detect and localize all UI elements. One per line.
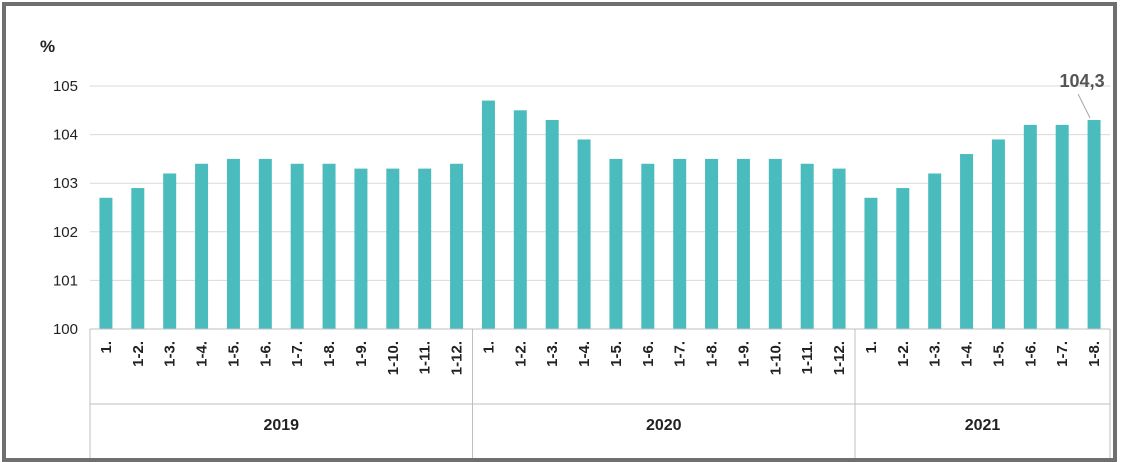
category-label: 1-7.: [289, 341, 306, 367]
category-label: 1-5.: [990, 341, 1007, 367]
bar: [832, 168, 846, 329]
category-axis: [89, 328, 1111, 458]
bar: [131, 188, 145, 329]
bar: [258, 158, 272, 329]
bar: [386, 168, 400, 329]
bar: [513, 110, 527, 329]
bar: [1087, 120, 1101, 330]
bar: [800, 163, 814, 329]
annotation-label: 104,3: [1060, 71, 1105, 91]
bar: [195, 163, 209, 329]
category-label: 1-6.: [640, 341, 657, 367]
bar: [290, 163, 304, 329]
category-label: 1-2.: [512, 341, 529, 367]
category-label: 1-10.: [767, 341, 784, 375]
y-tick-label: 104: [53, 127, 78, 144]
category-label: 1.: [480, 341, 497, 354]
category-label: 1-3.: [544, 341, 561, 367]
category-label: 1-8.: [704, 341, 721, 367]
bar: [609, 158, 623, 329]
category-label: 1-9.: [735, 341, 752, 367]
y-axis-unit-label: %: [40, 37, 55, 56]
bar: [99, 197, 113, 329]
bar: [163, 173, 177, 329]
bar: [418, 168, 432, 329]
bar: [736, 158, 750, 329]
annotation-leader-line: [1077, 93, 1091, 119]
y-tick-label: 103: [53, 175, 78, 192]
bar: [705, 158, 719, 329]
y-tick-label: 105: [53, 78, 78, 95]
category-label: 1-12.: [449, 341, 466, 375]
bar-chart: 100 101 102 103 104 105 1. 1-2. 1-3. 1-4. 1-5. 1-6.…: [40, 37, 1111, 458]
category-label: 1-9.: [353, 341, 370, 367]
bar: [481, 100, 495, 329]
y-tick-label: 102: [53, 224, 78, 241]
bar: [577, 139, 591, 329]
group-label: 2020: [646, 417, 682, 434]
category-label: 1-8.: [1086, 341, 1103, 367]
bar: [354, 168, 368, 329]
category-label: 1-11.: [417, 341, 434, 374]
bar: [768, 158, 782, 329]
bar: [450, 163, 464, 329]
bars: [99, 100, 1101, 330]
category-label: 1.: [863, 341, 880, 354]
bar: [896, 188, 910, 329]
category-label: 1-6.: [1022, 341, 1039, 367]
category-label: 1-4.: [959, 341, 976, 367]
bar: [864, 197, 878, 329]
y-tick-label: 100: [53, 321, 78, 338]
bar: [545, 120, 559, 330]
bar: [673, 158, 687, 329]
category-label: 1-2.: [130, 341, 147, 367]
labels: 100 101 102 103 104 105 1. 1-2. 1-3. 1-4. 1-5. 1-6.…: [53, 71, 1105, 434]
group-label: 2019: [263, 417, 299, 434]
category-label: 1-5.: [608, 341, 625, 367]
category-label: 1-6.: [257, 341, 274, 367]
category-label: 1.: [98, 341, 115, 354]
category-label: 1-5.: [225, 341, 242, 367]
bar: [928, 173, 942, 329]
category-label: 1-4.: [576, 341, 593, 367]
gridlines: [90, 85, 1110, 281]
bar: [1023, 124, 1037, 329]
bar: [960, 154, 974, 329]
category-label: 1-3.: [162, 341, 179, 367]
category-label: 1-2.: [895, 341, 912, 367]
category-label: 1-12.: [831, 341, 848, 375]
category-label: 1-10.: [385, 341, 402, 375]
group-label: 2021: [965, 417, 1001, 434]
category-label: 1-4.: [194, 341, 211, 367]
category-label: 1-11.: [799, 341, 816, 374]
category-label: 1-8.: [321, 341, 338, 367]
y-tick-label: 101: [53, 272, 78, 289]
category-label: 1-7.: [672, 341, 689, 367]
bar: [322, 163, 336, 329]
bar: [1055, 124, 1069, 329]
bar: [641, 163, 655, 329]
category-label: 1-7.: [1054, 341, 1071, 367]
bar: [991, 139, 1005, 329]
bar: [226, 158, 240, 329]
category-label: 1-3.: [927, 341, 944, 367]
